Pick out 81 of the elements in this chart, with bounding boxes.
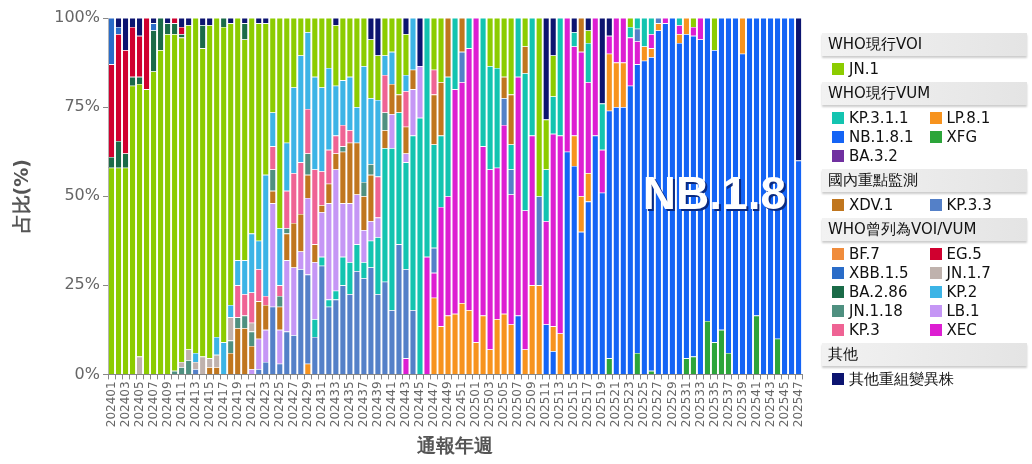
text: WHO現行VOI (822, 33, 1027, 56)
x-tick-label: 202529 (664, 381, 679, 428)
x-tick-label: 202511 (538, 381, 553, 428)
x-tick-label: 202543 (762, 381, 777, 428)
legend-label: JN.1.18 (849, 302, 903, 320)
x-tick-label: 202525 (636, 381, 651, 428)
x-tick-label: 202401 (103, 381, 118, 428)
legend-label: EG.5 (946, 245, 982, 263)
y-tick-label: 25% (64, 274, 100, 294)
x-tick-label: 202443 (398, 381, 413, 428)
x-tick-label: 202437 (356, 381, 371, 428)
legend-label: 其他重組變異株 (849, 370, 954, 388)
x-tick-label: 202405 (131, 381, 146, 428)
x-tick-label: 202441 (384, 381, 399, 428)
x-axis-title: 通報年週 (416, 433, 494, 456)
x-tick-label: 202429 (299, 381, 314, 428)
x-tick-label: 202503 (482, 381, 497, 428)
x-tick-label: 202513 (552, 381, 567, 428)
legend-label: KP.2 (946, 283, 978, 301)
x-tick-label: 202425 (271, 381, 286, 428)
x-tick-label: 202407 (145, 381, 160, 428)
x-tick-label: 202533 (692, 381, 707, 428)
text: 其他 (822, 343, 1027, 366)
text: WHO現行VUM (822, 82, 1027, 105)
x-tick-label: 202519 (594, 381, 609, 428)
x-tick-label: 202545 (776, 381, 791, 428)
legend-label: BF.7 (849, 245, 880, 263)
x-tick-label: 202423 (257, 381, 272, 428)
x-tick-label: 202507 (510, 381, 525, 428)
legend-label: XDV.1 (849, 196, 894, 214)
legend-label: BA.2.86 (849, 283, 908, 301)
y-tick-label: 75% (64, 96, 100, 116)
x-tick-label: 202419 (229, 381, 244, 428)
x-tick-label: 202435 (342, 381, 356, 428)
x-tick-label: 202535 (706, 381, 721, 428)
legend-label: BA.3.2 (849, 147, 898, 165)
x-tick-label: 202501 (468, 381, 483, 428)
x-tick-label: 202421 (243, 381, 258, 428)
x-tick-label: 202541 (748, 381, 763, 428)
x-tick-label: 202505 (496, 381, 511, 428)
legend-label: XFG (946, 128, 978, 146)
x-tick-label: 202417 (215, 381, 230, 428)
x-tick-label: 202517 (580, 381, 595, 428)
x-tick-label: 202449 (440, 381, 455, 428)
legend-label: JN.1.7 (946, 264, 991, 282)
x-tick-label: 202439 (370, 381, 385, 428)
x-tick-label: 202531 (678, 381, 693, 428)
x-tick-label: 202451 (454, 381, 469, 428)
y-tick-label: 100% (54, 7, 100, 27)
text: 國內重點監測 (822, 169, 1027, 192)
x-tick-label: 202431 (313, 381, 328, 428)
legend-label: KP.3.3 (946, 196, 992, 214)
x-tick-label: 202547 (790, 381, 805, 428)
legend-label: KP.3 (849, 321, 880, 339)
x-tick-label: 202515 (566, 381, 581, 428)
x-tick-label: 202409 (159, 381, 174, 428)
legend-label: KP.3.1.1 (849, 109, 909, 127)
legend-label: LP.8.1 (946, 109, 991, 127)
x-tick-label: 202539 (734, 381, 749, 428)
x-tick-label: 202411 (173, 381, 188, 428)
x-tick-label: 202433 (327, 381, 342, 428)
x-tick-label: 202403 (117, 381, 132, 428)
legend-label: XEC (946, 321, 977, 339)
y-axis-title: 占比(%) (10, 158, 33, 234)
x-tick-label: 202537 (720, 381, 735, 428)
legend-label: JN.1 (849, 60, 879, 78)
x-tick-label: 202527 (650, 381, 665, 428)
x-tick-label: 202509 (524, 381, 539, 428)
x-tick-label: 202427 (285, 381, 300, 428)
legend-label: XBB.1.5 (849, 264, 909, 282)
x-tick-label: 202413 (187, 381, 202, 428)
legend-label: LB.1 (946, 302, 980, 320)
x-tick-label: 202521 (608, 381, 623, 428)
text: WHO曾列為VOI/VUM (822, 218, 1027, 241)
x-tick-label: 202447 (426, 381, 441, 428)
x-tick-label: 202415 (201, 381, 216, 428)
y-tick-label: 0% (74, 363, 100, 383)
legend-label: NB.1.8.1 (849, 128, 914, 146)
y-tick-label: 50% (64, 185, 100, 205)
x-tick-label: 202445 (412, 381, 427, 428)
x-tick-label: 202523 (622, 381, 637, 428)
